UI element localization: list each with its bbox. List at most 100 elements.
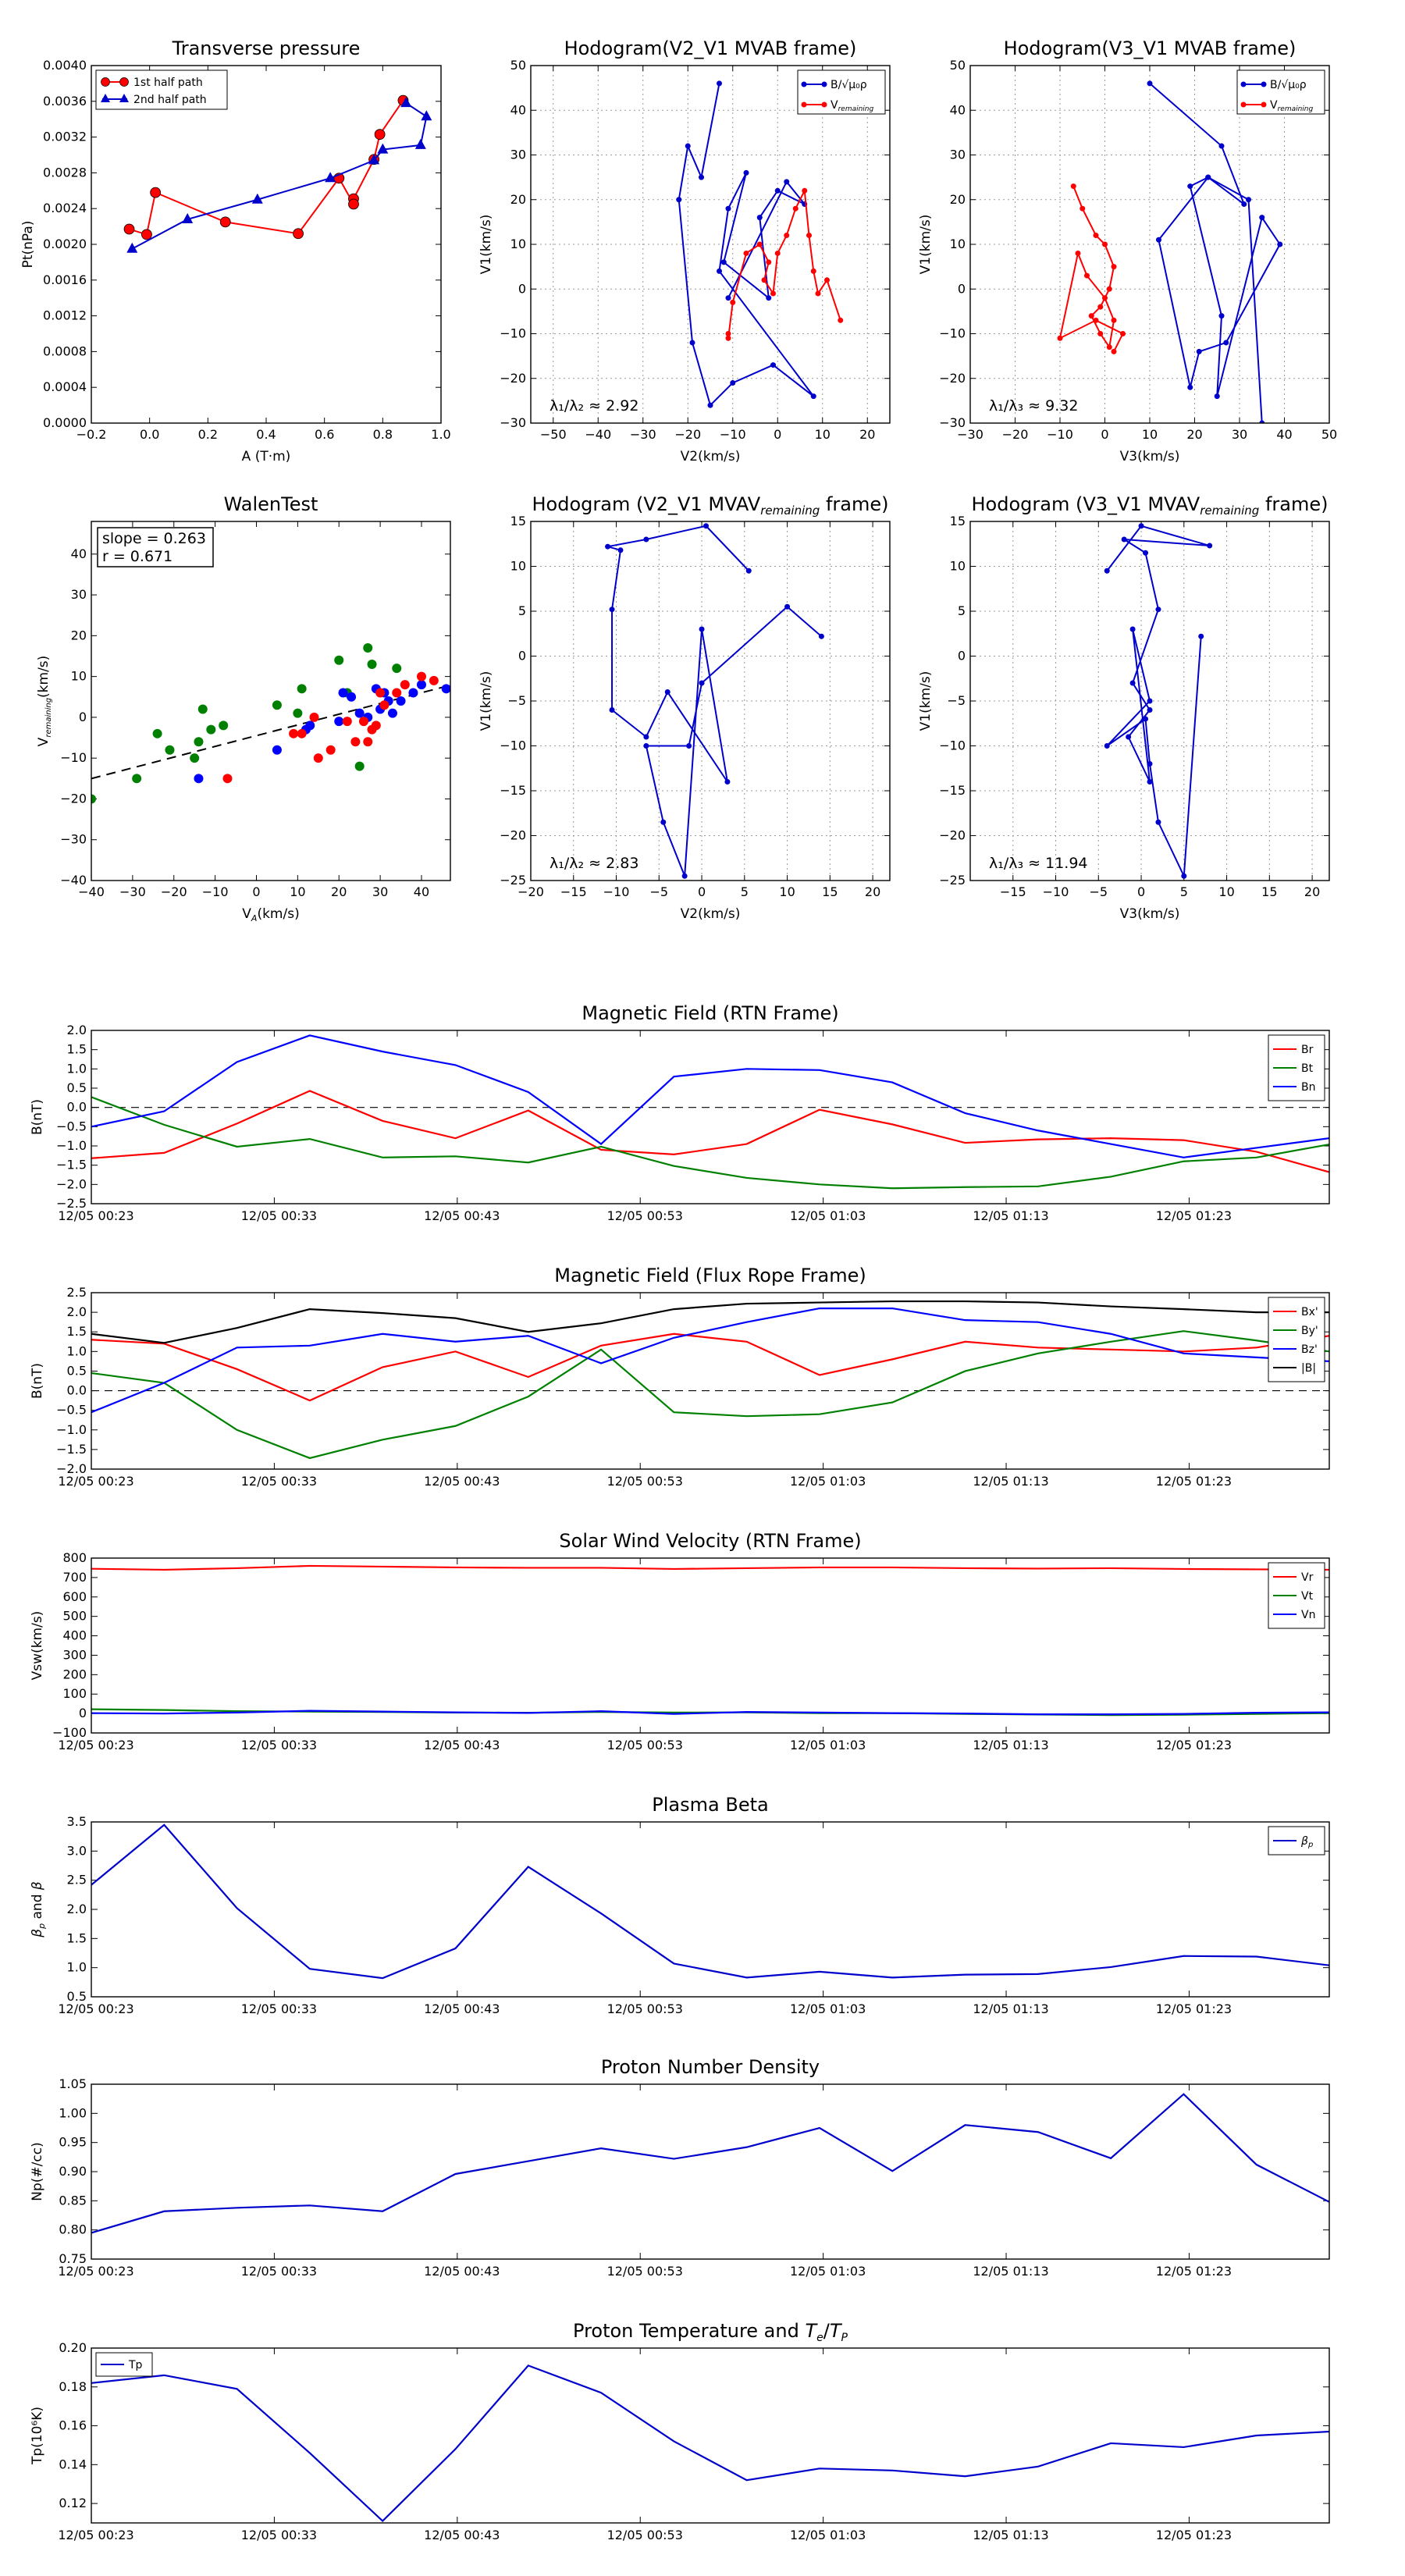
x-tick-label: 0.0 xyxy=(140,427,159,442)
y-tick-label: 600 xyxy=(62,1589,87,1604)
data-point xyxy=(766,295,772,301)
series-0 xyxy=(676,80,816,408)
x-tick-label: 10 xyxy=(1218,884,1234,899)
data-point xyxy=(730,379,736,386)
data-point xyxy=(219,216,231,228)
y-tick-label: 1.5 xyxy=(67,1930,87,1945)
data-point xyxy=(375,688,386,698)
y-tick-label: 0 xyxy=(518,281,526,296)
data-point xyxy=(784,179,790,185)
y-tick-label: −10 xyxy=(60,750,87,765)
y-tick-label: −10 xyxy=(939,738,966,753)
x-tick-label: 12/05 00:43 xyxy=(424,1474,500,1489)
y-tick-label: −0.5 xyxy=(56,1119,87,1133)
data-point xyxy=(1277,241,1283,247)
series-0 xyxy=(123,94,409,240)
annotation-text: λ₁/λ₂ ≈ 2.92 xyxy=(550,397,638,415)
y-axis-label: Vsw(km/s) xyxy=(30,1611,45,1681)
data-point xyxy=(643,734,649,740)
y-tick-label: 30 xyxy=(950,148,966,162)
legend-frame xyxy=(797,69,886,115)
data-point xyxy=(774,187,781,194)
y-axis-label: Pt(nPa) xyxy=(20,221,36,269)
data-point xyxy=(689,340,695,346)
data-point xyxy=(1143,550,1149,556)
x-tick-label: 15 xyxy=(1261,884,1277,899)
series-line-Vr xyxy=(91,1564,1329,1571)
y-tick-label: 0.0008 xyxy=(43,343,87,358)
x-tick-label: 15 xyxy=(822,884,838,899)
data-point xyxy=(1241,201,1247,207)
data-point xyxy=(685,143,691,149)
data-point xyxy=(806,233,812,239)
data-point xyxy=(810,268,816,274)
data-point xyxy=(756,241,763,247)
plot-area xyxy=(91,2364,1329,2523)
x-tick-label: 30 xyxy=(1232,427,1247,442)
legend: Tp xyxy=(95,2352,153,2377)
data-point xyxy=(347,692,357,702)
y-tick-label: 1.0 xyxy=(67,1061,87,1076)
data-point xyxy=(396,696,406,706)
data-point xyxy=(605,543,611,550)
y-tick-label: 0.0020 xyxy=(43,237,87,251)
y-tick-label: 100 xyxy=(62,1686,87,1701)
annotation-text: λ₁/λ₂ ≈ 2.83 xyxy=(550,855,638,872)
data-point xyxy=(609,707,615,713)
data-point xyxy=(609,607,615,613)
y-tick-label: −10 xyxy=(500,326,526,341)
x-tick-label: 12/05 01:03 xyxy=(790,1474,866,1489)
y-tick-label: 3.0 xyxy=(67,1843,87,1858)
data-point xyxy=(441,684,450,694)
x-tick-label: 20 xyxy=(1186,427,1202,442)
y-tick-label: 1.0 xyxy=(67,1960,87,1975)
plot-frame xyxy=(530,65,891,424)
y-tick-label: 800 xyxy=(62,1550,87,1565)
data-point xyxy=(379,700,389,710)
data-point xyxy=(363,643,373,653)
legend-marker xyxy=(101,94,110,102)
data-point xyxy=(838,317,844,323)
data-point xyxy=(1198,633,1204,639)
x-axis-label: V2(km/s) xyxy=(681,449,741,464)
data-point xyxy=(681,873,688,879)
x-tick-label: 12/05 01:03 xyxy=(790,2264,866,2279)
y-tick-label: 0 xyxy=(79,1706,87,1720)
y-tick-label: −1.5 xyxy=(56,1158,87,1172)
y-tick-label: −20 xyxy=(500,828,526,843)
data-point xyxy=(1111,317,1117,323)
plot-area xyxy=(676,80,844,408)
x-tick-label: 12/05 01:13 xyxy=(973,2528,1048,2542)
x-tick-label: 12/05 01:23 xyxy=(1156,2264,1232,2279)
x-tick-label: 12/05 00:23 xyxy=(58,1208,133,1223)
y-axis-label: B(nT) xyxy=(30,1363,45,1399)
data-point xyxy=(1121,536,1127,543)
data-point xyxy=(251,193,263,204)
legend-marker xyxy=(801,81,807,87)
data-point xyxy=(325,745,336,755)
y-tick-label: 0 xyxy=(518,649,526,664)
chart-title: WalenTest xyxy=(224,493,318,515)
data-point xyxy=(1093,317,1099,323)
y-tick-label: 0.0024 xyxy=(43,201,87,215)
y-tick-label: 3.5 xyxy=(67,1814,87,1829)
chart-brtn: 12/05 00:23 12/05 00:33 12/05 00:43 12/05 0… xyxy=(30,1002,1330,1223)
data-point xyxy=(1104,568,1110,574)
plot-frame xyxy=(91,1557,1330,1734)
legend-marker xyxy=(119,94,129,102)
plot-area xyxy=(91,643,450,804)
data-point xyxy=(368,154,380,165)
plot-frame xyxy=(91,65,442,424)
y-tick-label: 0.85 xyxy=(59,2193,87,2208)
y-tick-label: 0 xyxy=(79,710,87,724)
series-line-βp xyxy=(91,1823,1329,1980)
data-point xyxy=(717,268,722,274)
plot-frame xyxy=(91,2347,1330,2524)
y-tick-label: 50 xyxy=(950,58,966,73)
legend: 1st half path 2nd half path xyxy=(95,69,228,110)
x-tick-label: 5 xyxy=(1180,884,1188,899)
x-tick-label: 0 xyxy=(1137,884,1145,899)
chart-title: Magnetic Field (RTN Frame) xyxy=(582,1002,838,1024)
data-point xyxy=(400,97,412,108)
data-point xyxy=(272,745,282,755)
